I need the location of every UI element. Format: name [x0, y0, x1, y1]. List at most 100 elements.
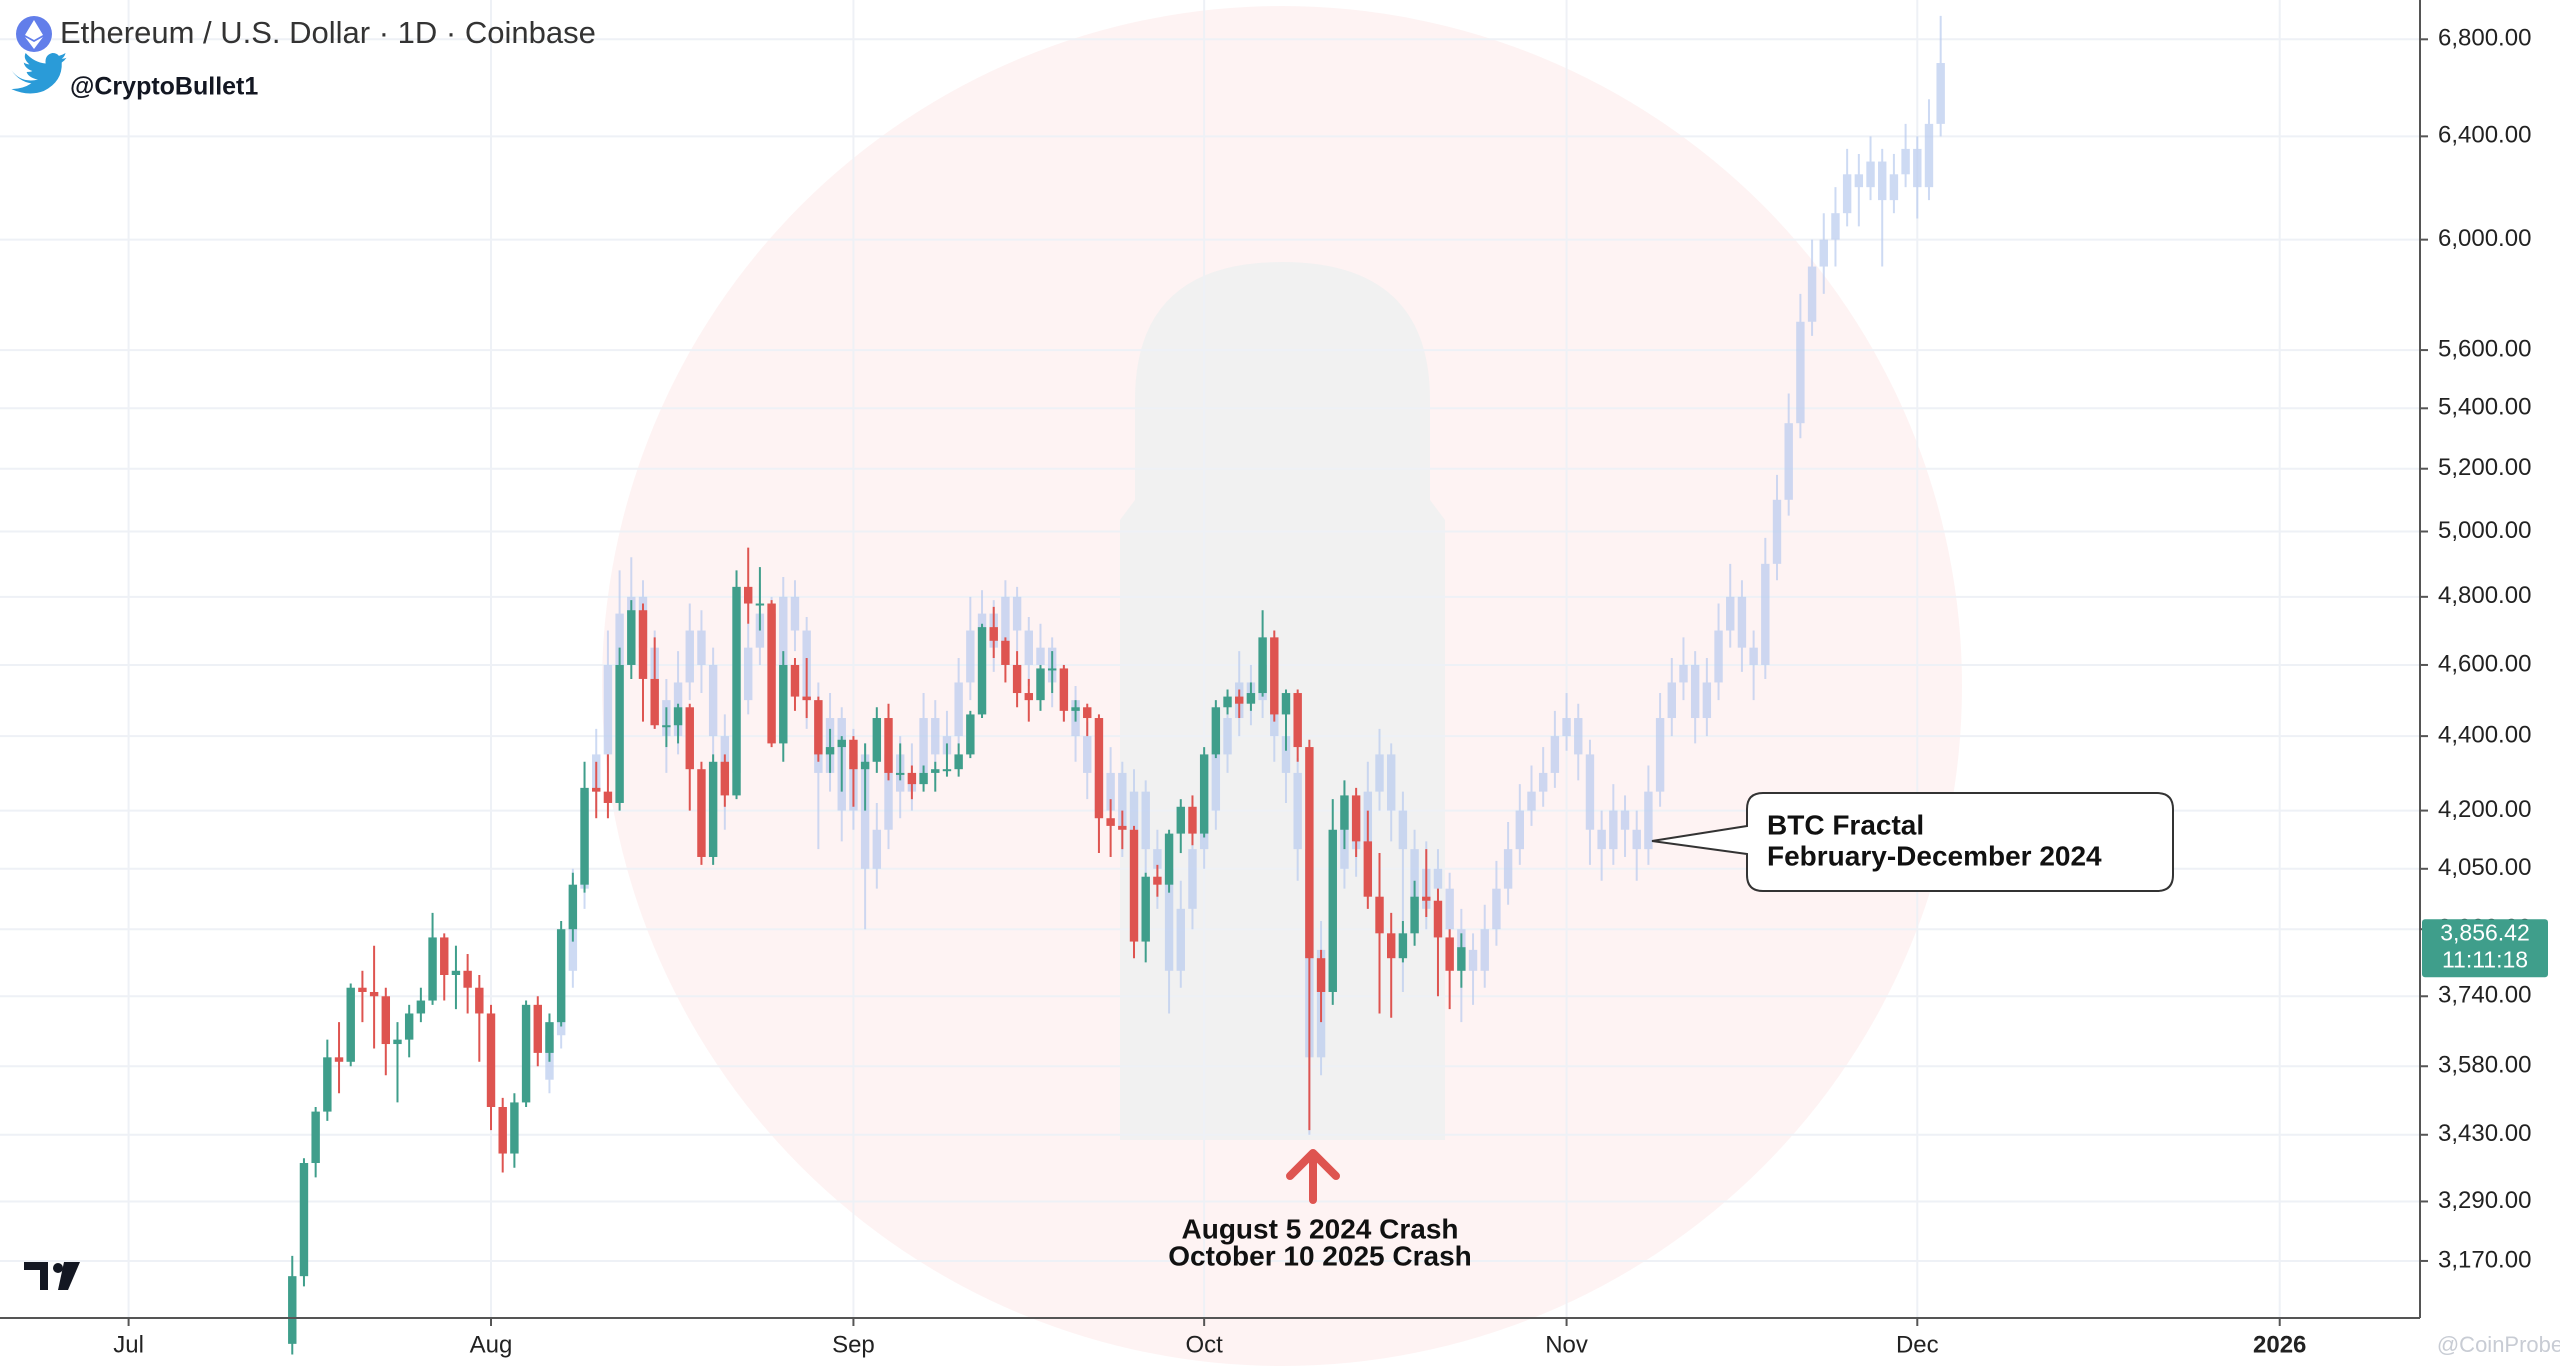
candle-body [592, 787, 601, 792]
candle-body [1433, 900, 1443, 938]
candle-body [627, 610, 636, 665]
candle-body [603, 791, 613, 803]
candle-body [1644, 791, 1653, 850]
candle-body [1129, 791, 1139, 830]
candle-body [1316, 958, 1326, 992]
candle-body [1492, 888, 1501, 930]
candle-body [1854, 174, 1864, 188]
candle-body [1410, 849, 1419, 909]
candle-body [381, 996, 391, 1045]
candle-body [1936, 63, 1945, 124]
x-tick-label: Dec [1896, 1331, 1939, 1358]
candle-body [1562, 718, 1571, 737]
candle-body [463, 970, 472, 988]
candle-body [790, 664, 800, 697]
candle-body [931, 769, 940, 773]
candle-body [1176, 806, 1185, 834]
candle-body [1363, 841, 1373, 897]
candle-body [1246, 693, 1256, 704]
candle-body [1036, 668, 1045, 701]
callout-line: February-December 2024 [1767, 840, 2102, 871]
candle-body [1550, 736, 1560, 773]
candle-body [697, 769, 706, 857]
candle-body [685, 707, 694, 770]
candle-body [1468, 949, 1478, 971]
candle-body [1211, 754, 1221, 811]
candle-body [288, 1276, 297, 1344]
candle-body [1012, 596, 1022, 631]
candle-body [1807, 266, 1817, 322]
candle-body [1305, 747, 1314, 959]
crash-arrow [1286, 1149, 1340, 1204]
candle-body [510, 1102, 519, 1154]
candle-body [580, 787, 589, 885]
y-tick-label: 5,400.00 [2438, 394, 2531, 421]
candle-body [1281, 693, 1291, 715]
y-tick-label: 5,200.00 [2438, 454, 2531, 481]
candle-body [1129, 829, 1139, 942]
candle-body [942, 769, 952, 772]
candles [288, 15, 1945, 1355]
candle-body [872, 829, 882, 869]
candle-body [1293, 772, 1302, 850]
candle-body [1842, 174, 1852, 214]
x-tick-label: Jul [113, 1331, 144, 1358]
candle-body [1176, 908, 1185, 971]
candle-body [299, 1163, 309, 1277]
candle-body [1901, 148, 1910, 175]
candle-body [369, 991, 379, 997]
candle-body [1223, 718, 1232, 755]
tv-logo [24, 1262, 80, 1290]
candle-body [849, 739, 858, 770]
candle-body [1375, 754, 1384, 792]
author: @CryptoBullet1 [70, 73, 258, 101]
candle-body [977, 627, 987, 715]
y-tick-label: 4,800.00 [2438, 582, 2531, 609]
candle-body [311, 1111, 320, 1164]
candle-body [1351, 795, 1361, 842]
candle-body [1024, 630, 1034, 665]
candle-body [1024, 693, 1034, 701]
candle-body [1141, 876, 1150, 942]
candle-body [662, 725, 671, 728]
candle-body [1527, 791, 1536, 811]
candle-body [989, 627, 998, 641]
candle-body [451, 970, 461, 976]
candle-body [755, 603, 765, 606]
candle-body [673, 707, 683, 726]
candle-body [1585, 754, 1595, 830]
candle-body [393, 1039, 402, 1045]
x-tick-label: Oct [1185, 1331, 1223, 1358]
countdown: 11:11:18 [2442, 946, 2528, 972]
candle-body [708, 761, 718, 857]
candle-body [1071, 707, 1080, 711]
y-tick-label: 5,000.00 [2438, 517, 2531, 544]
price-tag-label: 3,856.42 [2440, 919, 2530, 945]
crash-line: August 5 2024 Crash [1182, 1213, 1459, 1244]
y-tick-label: 3,580.00 [2438, 1052, 2531, 1079]
candle-body [825, 747, 835, 755]
y-tick-label: 4,400.00 [2438, 721, 2531, 748]
candle-body [1235, 696, 1244, 704]
candle-body [779, 596, 788, 665]
candle-body [475, 987, 484, 1014]
candle-body [1889, 174, 1899, 201]
y-tick-label: 3,170.00 [2438, 1246, 2531, 1273]
candle-body [919, 772, 928, 785]
candle-body [1538, 772, 1548, 792]
y-tick-label: 4,200.00 [2438, 796, 2531, 823]
candle-body [1258, 637, 1267, 694]
candle-body [767, 603, 776, 744]
candle-body [358, 987, 367, 992]
candle-body [1328, 829, 1337, 992]
candle-body [440, 937, 449, 976]
candle-body [1667, 682, 1676, 719]
candle-body [966, 714, 975, 755]
candle-body [1223, 696, 1232, 708]
crash-note: August 5 2024 Crash October 10 2025 Cras… [1168, 1149, 1472, 1271]
candle-series [288, 547, 1466, 1355]
candle-body [1422, 896, 1431, 901]
